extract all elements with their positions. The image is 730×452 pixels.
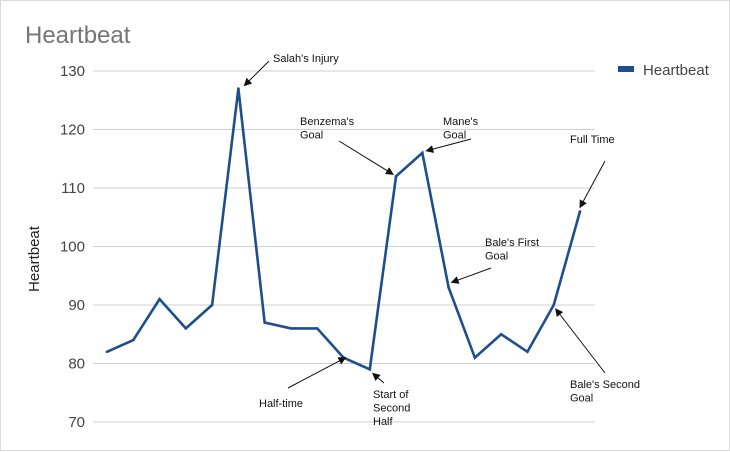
annotation: Salah's Injury [243, 53, 339, 87]
data-point [578, 210, 582, 213]
annotation-label: Benzema's Goal [300, 116, 355, 142]
y-tick-label: 100 [60, 239, 85, 256]
annotation: Start of Second Half [372, 372, 410, 428]
annotation-arrow [243, 60, 270, 87]
annotation-arrow [372, 372, 385, 384]
data-point [210, 303, 214, 307]
annotation-arrow [338, 140, 394, 175]
legend-swatch [618, 66, 634, 72]
data-point [526, 350, 529, 354]
annotation-label: Salah's Injury [273, 53, 339, 65]
annotation-label: Bale's First Goal [485, 237, 539, 263]
y-axis-label: Heartbeat [26, 225, 43, 292]
annotation-arrow [425, 138, 472, 153]
data-point [552, 303, 556, 307]
data-point [184, 327, 188, 330]
annotation-label: Full Time [570, 134, 615, 146]
annotation-label: Bale's Second Goal [570, 379, 640, 405]
annotation: Bale's First Goal [450, 237, 539, 284]
gridlines [93, 70, 595, 423]
annotation-label: Start of Second Half [373, 389, 410, 428]
y-tick-label: 90 [68, 297, 85, 314]
data-point [473, 356, 477, 359]
data-point [105, 350, 109, 354]
y-tick-label: 120 [60, 122, 85, 139]
data-point [131, 338, 135, 342]
data-point [368, 368, 372, 371]
y-axis-ticks: 70 80 90 100 110 120 130 [60, 63, 85, 431]
data-point [158, 297, 161, 301]
annotation-label: Half-time [259, 398, 303, 410]
series-line-heartbeat [106, 88, 582, 372]
data-point [394, 175, 398, 178]
data-point [263, 321, 266, 324]
annotation: Benzema's Goal [300, 116, 394, 175]
annotation-label: Mane's Goal [443, 116, 479, 142]
annotation: Bale's Second Goal [555, 308, 640, 405]
annotations: Salah's Injury Benzema's Goal Mane's Goal Ful… [243, 53, 640, 428]
legend[interactable]: Heartbeat [618, 62, 710, 79]
data-point [237, 87, 240, 90]
data-point [499, 332, 503, 336]
data-point [289, 327, 293, 330]
annotation: Full Time [570, 134, 615, 209]
annotation-arrow [579, 160, 606, 209]
y-tick-label: 110 [61, 180, 85, 197]
data-point [421, 151, 424, 155]
y-tick-label: 70 [68, 414, 85, 431]
annotation-arrow [555, 308, 606, 374]
annotation-arrow [287, 357, 347, 389]
data-point [315, 327, 319, 330]
y-tick-label: 130 [60, 63, 85, 80]
legend-label: Heartbeat [643, 62, 710, 79]
chart-title: Heartbeat [25, 22, 131, 49]
annotation-arrow [450, 267, 492, 284]
annotation: Half-time [259, 357, 347, 410]
data-point [447, 286, 450, 289]
annotation: Mane's Goal [425, 116, 479, 153]
y-tick-label: 80 [68, 356, 85, 373]
